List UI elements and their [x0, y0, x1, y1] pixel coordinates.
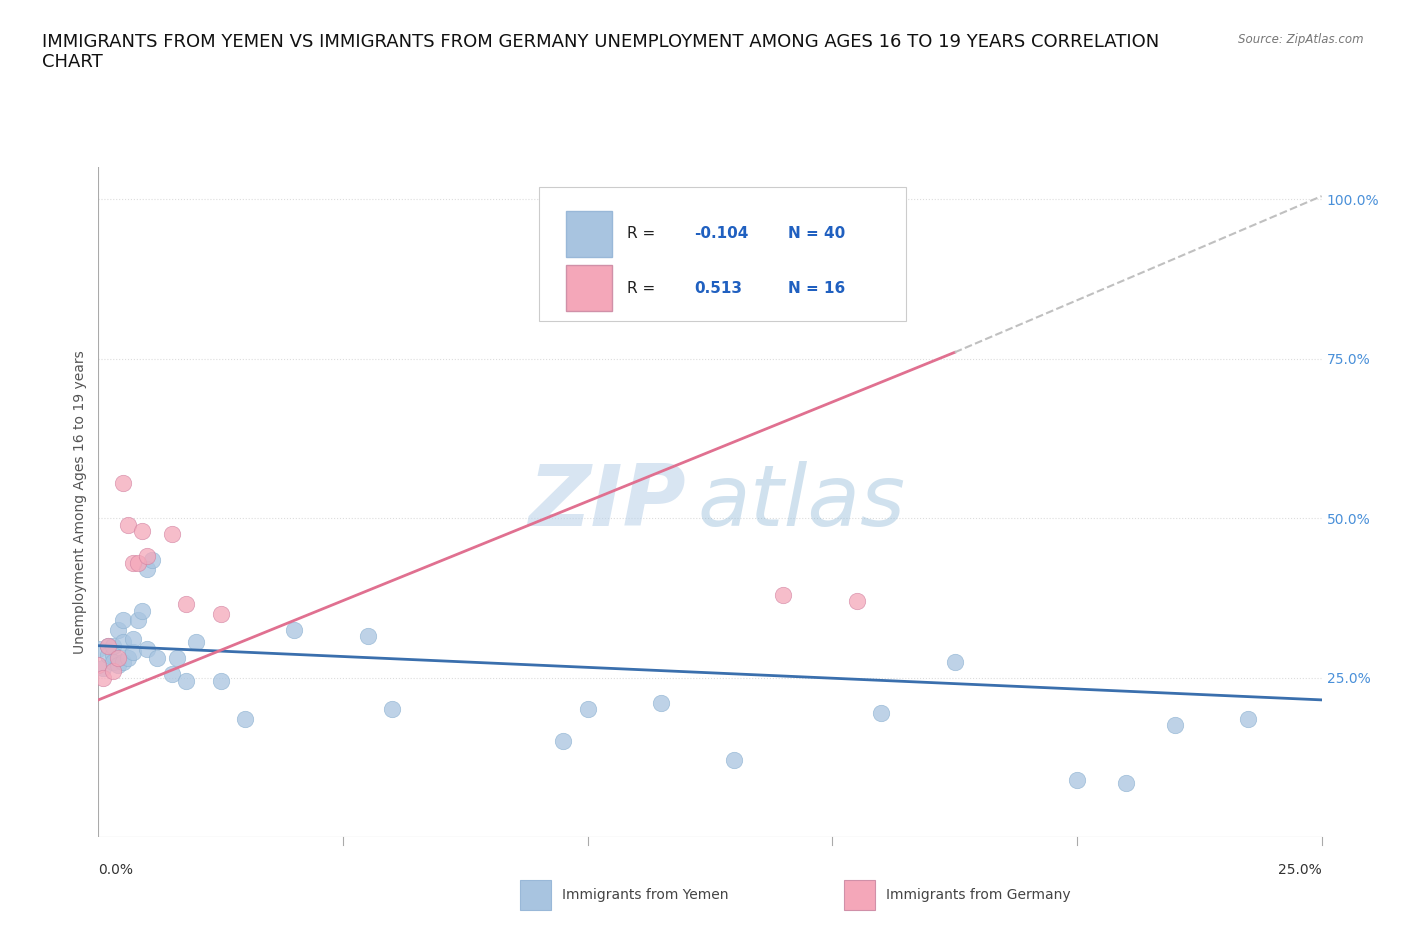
Point: [166, 651, 188, 666]
Point: [1066, 772, 1088, 787]
Text: Source: ZipAtlas.com: Source: ZipAtlas.com: [1239, 33, 1364, 46]
Text: ZIP: ZIP: [527, 460, 686, 544]
Point: [209, 606, 232, 621]
Point: [1237, 711, 1260, 726]
Point: [136, 549, 159, 564]
Point: [186, 635, 208, 650]
Point: [381, 702, 404, 717]
Point: [111, 613, 134, 628]
Point: [121, 644, 143, 659]
Point: [141, 552, 163, 567]
Point: [107, 622, 129, 637]
Point: [97, 648, 120, 663]
Point: [576, 702, 599, 717]
FancyBboxPatch shape: [844, 880, 875, 910]
Text: atlas: atlas: [697, 460, 905, 544]
Point: [117, 651, 139, 666]
Point: [121, 631, 143, 646]
Point: [107, 658, 129, 672]
Point: [101, 638, 124, 653]
FancyBboxPatch shape: [520, 880, 551, 910]
Point: [111, 475, 134, 490]
Point: [117, 517, 139, 532]
FancyBboxPatch shape: [538, 188, 905, 322]
Point: [121, 555, 143, 570]
Point: [136, 642, 159, 657]
Point: [209, 673, 232, 688]
Text: IMMIGRANTS FROM YEMEN VS IMMIGRANTS FROM GERMANY UNEMPLOYMENT AMONG AGES 16 TO 1: IMMIGRANTS FROM YEMEN VS IMMIGRANTS FROM…: [42, 33, 1160, 72]
Point: [91, 660, 114, 675]
Point: [723, 753, 745, 768]
FancyBboxPatch shape: [565, 265, 612, 311]
Text: R =: R =: [627, 227, 659, 242]
FancyBboxPatch shape: [565, 211, 612, 257]
Point: [97, 638, 120, 653]
Point: [870, 705, 893, 720]
Text: Immigrants from Germany: Immigrants from Germany: [886, 887, 1070, 902]
Point: [176, 597, 198, 612]
Point: [87, 658, 110, 672]
Point: [943, 654, 966, 669]
Point: [1115, 776, 1137, 790]
Text: Immigrants from Yemen: Immigrants from Yemen: [562, 887, 728, 902]
Text: N = 16: N = 16: [789, 281, 845, 296]
Point: [356, 629, 378, 644]
Point: [101, 648, 124, 663]
Point: [97, 638, 120, 653]
Point: [101, 654, 124, 669]
Point: [101, 664, 124, 679]
Text: 0.0%: 0.0%: [98, 862, 134, 876]
Point: [131, 604, 153, 618]
Text: 0.513: 0.513: [695, 281, 742, 296]
Point: [131, 524, 153, 538]
Point: [283, 622, 305, 637]
Point: [127, 613, 149, 628]
Point: [772, 587, 794, 602]
Point: [87, 642, 110, 657]
Point: [111, 654, 134, 669]
Point: [146, 651, 169, 666]
Point: [160, 667, 183, 682]
Point: [1164, 718, 1187, 733]
Text: -0.104: -0.104: [695, 227, 748, 242]
Point: [845, 593, 868, 608]
Point: [111, 635, 134, 650]
Y-axis label: Unemployment Among Ages 16 to 19 years: Unemployment Among Ages 16 to 19 years: [73, 351, 87, 654]
Point: [553, 734, 575, 749]
Point: [233, 711, 256, 726]
Text: N = 40: N = 40: [789, 227, 845, 242]
Point: [650, 696, 672, 711]
Text: 25.0%: 25.0%: [1278, 862, 1322, 876]
Point: [91, 671, 114, 685]
Text: R =: R =: [627, 281, 665, 296]
Point: [127, 555, 149, 570]
Point: [136, 562, 159, 577]
Point: [107, 651, 129, 666]
Point: [160, 526, 183, 541]
Point: [176, 673, 198, 688]
